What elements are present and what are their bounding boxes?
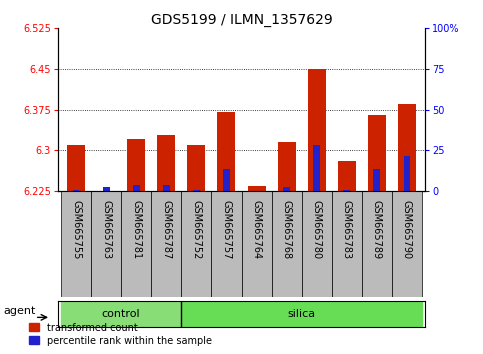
Bar bbox=[368, 115, 386, 191]
Text: GSM665764: GSM665764 bbox=[252, 200, 261, 259]
Bar bbox=[187, 145, 205, 191]
Bar bbox=[157, 135, 175, 191]
Bar bbox=[302, 191, 332, 297]
Bar bbox=[127, 138, 145, 191]
Text: GSM665755: GSM665755 bbox=[71, 200, 81, 259]
Bar bbox=[404, 156, 411, 191]
Bar bbox=[392, 191, 422, 297]
Bar bbox=[373, 170, 380, 191]
Text: GSM665783: GSM665783 bbox=[342, 200, 352, 259]
Bar bbox=[97, 190, 115, 191]
Bar bbox=[313, 145, 320, 191]
Bar bbox=[193, 189, 200, 191]
Bar bbox=[308, 69, 326, 191]
Bar bbox=[253, 190, 260, 191]
Text: GSM665757: GSM665757 bbox=[222, 200, 231, 259]
Title: GDS5199 / ILMN_1357629: GDS5199 / ILMN_1357629 bbox=[151, 13, 332, 27]
Bar bbox=[91, 191, 121, 297]
Bar bbox=[247, 186, 266, 191]
Bar bbox=[283, 187, 290, 191]
Bar bbox=[103, 187, 110, 191]
Bar bbox=[212, 191, 242, 297]
Bar bbox=[181, 191, 212, 297]
Bar bbox=[332, 191, 362, 297]
Bar bbox=[398, 104, 416, 191]
Bar bbox=[121, 191, 151, 297]
Bar bbox=[217, 113, 236, 191]
Bar bbox=[163, 185, 170, 191]
Bar bbox=[61, 301, 181, 327]
Text: GSM665752: GSM665752 bbox=[191, 200, 201, 259]
Text: GSM665780: GSM665780 bbox=[312, 200, 322, 259]
Bar bbox=[362, 191, 392, 297]
Text: GSM665781: GSM665781 bbox=[131, 200, 141, 259]
Bar bbox=[278, 142, 296, 191]
Bar bbox=[133, 185, 140, 191]
Text: control: control bbox=[102, 309, 141, 319]
Bar bbox=[271, 191, 302, 297]
Text: GSM665790: GSM665790 bbox=[402, 200, 412, 259]
Bar bbox=[242, 191, 271, 297]
Text: GSM665768: GSM665768 bbox=[282, 200, 292, 259]
Bar bbox=[223, 170, 230, 191]
Text: silica: silica bbox=[287, 309, 316, 319]
Text: GSM665789: GSM665789 bbox=[372, 200, 382, 259]
Bar bbox=[72, 189, 79, 191]
Text: GSM665787: GSM665787 bbox=[161, 200, 171, 259]
Legend: transformed count, percentile rank within the sample: transformed count, percentile rank withi… bbox=[29, 323, 212, 346]
Bar bbox=[67, 145, 85, 191]
Text: GSM665763: GSM665763 bbox=[101, 200, 111, 259]
Bar bbox=[338, 161, 356, 191]
Bar bbox=[61, 191, 91, 297]
Bar bbox=[343, 189, 350, 191]
Text: agent: agent bbox=[3, 306, 35, 316]
Bar bbox=[151, 191, 181, 297]
Bar bbox=[181, 301, 422, 327]
